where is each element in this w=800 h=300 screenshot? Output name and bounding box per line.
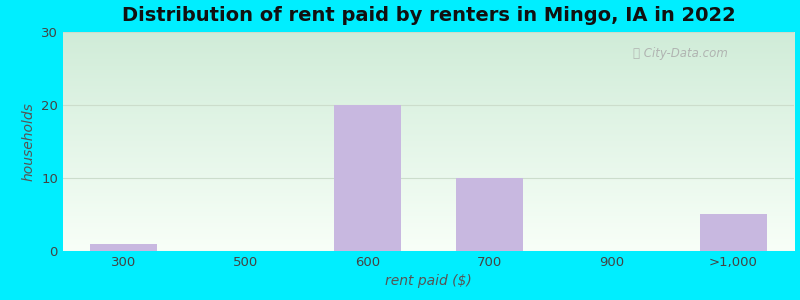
Text: ⓘ City-Data.com: ⓘ City-Data.com [634,47,728,60]
Bar [700,214,767,251]
Bar [334,105,402,251]
Bar [456,178,523,251]
Y-axis label: households: households [22,102,35,181]
X-axis label: rent paid ($): rent paid ($) [386,274,472,288]
Bar [90,244,158,251]
Title: Distribution of rent paid by renters in Mingo, IA in 2022: Distribution of rent paid by renters in … [122,6,735,25]
